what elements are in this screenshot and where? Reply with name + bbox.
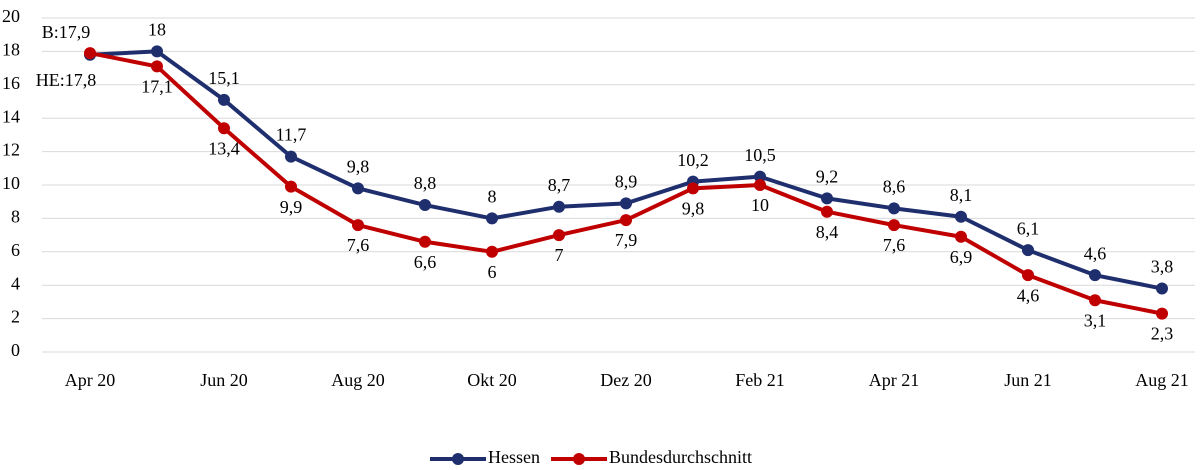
data-label: 8,9 xyxy=(615,171,638,191)
data-label: 9,8 xyxy=(682,198,705,218)
data-label: 13,4 xyxy=(208,138,240,158)
data-label: 8,4 xyxy=(816,222,839,242)
data-label: 8,6 xyxy=(883,177,906,197)
y-tick-label: 6 xyxy=(11,240,20,260)
data-point xyxy=(821,192,833,205)
data-point xyxy=(888,202,900,215)
legend-label: Hessen xyxy=(488,447,540,467)
data-point xyxy=(419,235,431,248)
data-point xyxy=(352,219,364,232)
data-point xyxy=(1022,269,1034,282)
y-tick-label: 2 xyxy=(11,307,20,327)
x-tick-label: Jun 21 xyxy=(1004,370,1052,390)
data-point xyxy=(955,210,967,223)
x-tick-label: Dez 20 xyxy=(600,370,651,390)
data-label: 6,1 xyxy=(1017,218,1040,238)
data-point xyxy=(754,179,766,191)
legend-marker xyxy=(573,453,585,465)
data-point xyxy=(1156,307,1168,320)
y-tick-label: 20 xyxy=(2,6,20,26)
series-line xyxy=(89,49,1163,291)
data-point xyxy=(486,212,498,225)
y-tick-label: 18 xyxy=(2,40,20,60)
data-label: 17,1 xyxy=(141,77,173,97)
data-label: 4,6 xyxy=(1017,285,1040,305)
data-label: 7,6 xyxy=(883,235,906,255)
data-label: 7,6 xyxy=(347,235,370,255)
x-tick-label: Okt 20 xyxy=(467,370,517,390)
data-point xyxy=(553,200,565,213)
data-point xyxy=(285,150,297,163)
legend: Hessen Bundesdurchschnitt xyxy=(430,447,752,467)
data-point xyxy=(352,182,364,195)
data-label: 18 xyxy=(148,20,166,40)
data-label: 9,2 xyxy=(816,166,839,186)
y-tick-label: 4 xyxy=(11,273,20,293)
data-label: B:17,9 xyxy=(42,22,91,42)
data-point xyxy=(955,230,967,243)
data-point xyxy=(888,219,900,232)
data-point xyxy=(218,93,230,106)
data-point xyxy=(553,229,565,242)
data-point xyxy=(151,60,163,73)
y-tick-label: 12 xyxy=(2,140,20,160)
data-point xyxy=(620,197,632,210)
data-label: 8,8 xyxy=(414,173,437,193)
data-label: 10,5 xyxy=(744,145,776,165)
data-label: HE:17,8 xyxy=(36,70,97,90)
data-point xyxy=(285,180,297,193)
data-label: 6,6 xyxy=(414,252,437,272)
data-label: 10,2 xyxy=(677,150,709,170)
x-tick-label: Aug 21 xyxy=(1135,370,1189,390)
legend-marker xyxy=(452,453,464,465)
x-tick-label: Feb 21 xyxy=(735,370,785,390)
data-point xyxy=(821,205,833,218)
data-label: 15,1 xyxy=(208,68,240,88)
x-tick-label: Aug 20 xyxy=(331,370,385,390)
data-point xyxy=(687,182,699,195)
data-label: 11,7 xyxy=(276,125,307,145)
y-tick-label: 0 xyxy=(11,340,20,360)
data-point xyxy=(1089,294,1101,307)
data-point xyxy=(151,45,163,58)
data-point xyxy=(84,47,96,60)
data-label: 6,9 xyxy=(950,247,973,267)
x-tick-label: Apr 21 xyxy=(869,370,920,390)
data-label: 2,3 xyxy=(1151,324,1174,344)
data-point xyxy=(419,199,431,212)
legend-label: Bundesdurchschnitt xyxy=(609,447,752,467)
data-point xyxy=(1022,244,1034,257)
data-label: 8 xyxy=(488,187,497,207)
data-label: 7 xyxy=(555,245,564,265)
data-label: 6 xyxy=(488,262,497,282)
data-label: 4,6 xyxy=(1084,243,1107,263)
x-tick-label: Apr 20 xyxy=(65,370,116,390)
y-tick-label: 8 xyxy=(11,207,20,227)
data-label: 3,8 xyxy=(1151,257,1174,277)
data-label: 10 xyxy=(751,195,769,215)
data-label: 8,1 xyxy=(950,185,973,205)
data-point xyxy=(754,170,766,183)
data-point xyxy=(620,214,632,227)
data-label: 8,7 xyxy=(548,175,571,195)
data-label: 9,8 xyxy=(347,156,370,176)
data-label: 9,9 xyxy=(280,197,303,217)
data-point xyxy=(218,122,230,135)
y-tick-label: 14 xyxy=(2,106,20,126)
data-point xyxy=(1089,269,1101,282)
y-tick-label: 10 xyxy=(2,173,20,193)
data-label: 7,9 xyxy=(615,230,638,250)
data-label: 3,1 xyxy=(1084,310,1107,330)
x-tick-label: Jun 20 xyxy=(200,370,248,390)
data-point xyxy=(486,245,498,258)
data-point xyxy=(1156,282,1168,295)
y-tick-label: 16 xyxy=(2,73,20,93)
